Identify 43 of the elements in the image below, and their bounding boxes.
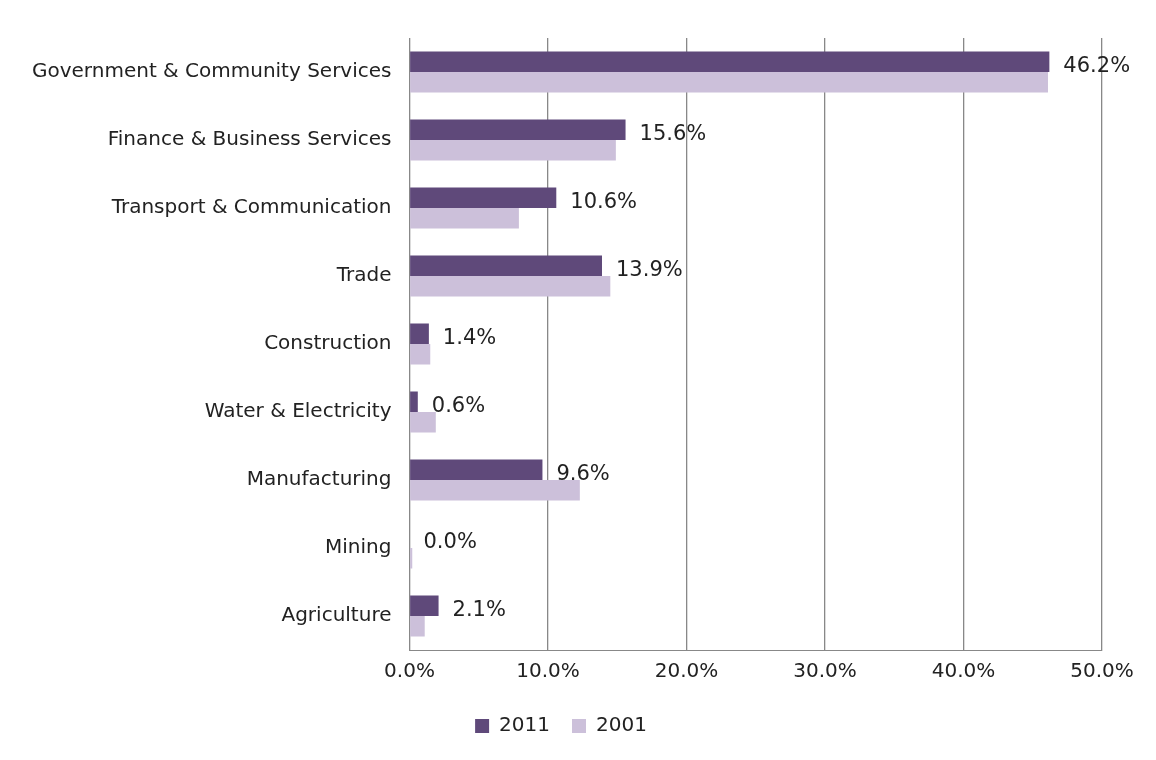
x-tick-label: 0.0%	[384, 658, 435, 683]
bar	[410, 480, 580, 501]
bar	[410, 51, 1050, 72]
legend-label: 2001	[596, 712, 647, 737]
data-label: 13.9%	[616, 257, 683, 282]
y-tick-label: Water & Electricity	[204, 398, 392, 423]
y-tick-label: Government & Community Services	[32, 58, 392, 83]
y-tick-label: Construction	[264, 330, 392, 355]
data-label: 0.0%	[423, 529, 477, 554]
bar	[410, 595, 439, 616]
bar	[410, 344, 431, 365]
bar	[410, 187, 557, 208]
bar	[410, 119, 626, 140]
y-tick-label: Finance & Business Services	[107, 126, 392, 151]
bar	[410, 616, 425, 637]
bar	[410, 459, 543, 480]
bar	[410, 208, 519, 229]
x-tick-label: 40.0%	[931, 658, 996, 683]
bar	[410, 391, 418, 412]
legend-label: 2011	[499, 712, 551, 737]
y-tick-label: Trade	[335, 262, 392, 287]
y-tick-label: Agriculture	[281, 602, 392, 627]
data-label: 2.1%	[452, 597, 506, 622]
bar	[410, 548, 413, 569]
bar	[410, 323, 429, 344]
y-tick-label: Transport & Communication	[110, 194, 392, 219]
x-tick-label: 30.0%	[793, 658, 857, 683]
x-tick-label: 50.0%	[1070, 658, 1134, 683]
data-label: 10.6%	[570, 189, 638, 214]
bar	[410, 140, 616, 161]
bar	[410, 276, 611, 297]
y-tick-label: Manufacturing	[246, 466, 392, 491]
data-label: 1.4%	[442, 325, 497, 350]
bar	[410, 255, 602, 276]
data-label: 15.6%	[639, 121, 707, 146]
x-tick-label: 20.0%	[654, 658, 719, 683]
data-label: 0.6%	[431, 393, 486, 418]
bar	[410, 72, 1048, 93]
data-label: 46.2%	[1063, 53, 1131, 78]
data-label: 9.6%	[556, 461, 610, 486]
bar	[410, 412, 436, 433]
y-tick-label: Mining	[325, 534, 392, 559]
x-tick-label: 10.0%	[516, 658, 580, 683]
